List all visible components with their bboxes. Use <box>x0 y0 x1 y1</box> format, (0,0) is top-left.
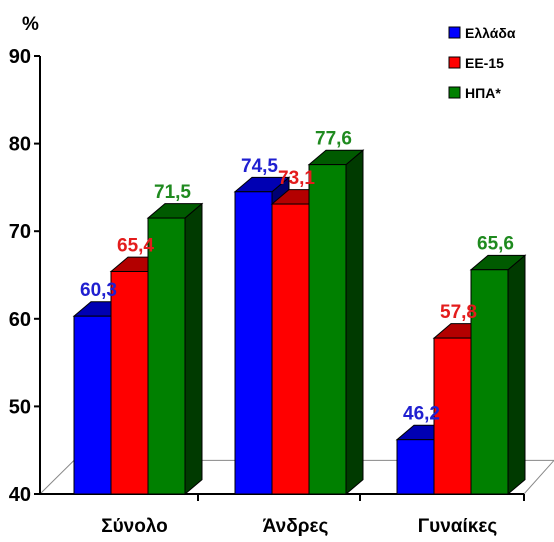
y-axis-unit-label: % <box>22 14 39 35</box>
legend-item: ΕΕ-15 <box>448 55 504 71</box>
y-tick-label: 90 <box>9 46 31 68</box>
bar-side-face <box>507 254 526 496</box>
bar-front-face <box>271 203 310 495</box>
legend-swatch <box>448 56 461 69</box>
y-tick-label: 70 <box>9 221 31 243</box>
legend-swatch <box>448 86 461 99</box>
data-label: 60,3 <box>80 280 117 301</box>
x-category-label: Γυναίκες <box>418 516 498 537</box>
data-label: 71,5 <box>154 182 191 203</box>
legend-item: ΗΠΑ* <box>448 85 501 101</box>
bar <box>307 149 365 496</box>
bar-front-face <box>470 269 509 495</box>
legend-label: ΕΕ-15 <box>465 55 504 71</box>
bar-front-face <box>147 217 186 495</box>
data-label: 65,6 <box>477 234 514 255</box>
legend-label: Ελλάδα <box>465 25 516 41</box>
bar-side-face <box>184 202 203 496</box>
data-label: 46,2 <box>403 404 440 425</box>
legend-label: ΗΠΑ* <box>465 85 501 101</box>
data-label: 65,4 <box>117 235 154 256</box>
data-label: 73,1 <box>278 168 315 189</box>
data-label: 57,8 <box>440 302 477 323</box>
y-tick-label: 40 <box>9 484 31 506</box>
y-tick-label: 60 <box>9 309 31 331</box>
bar-front-face <box>73 315 112 495</box>
legend-swatch <box>448 26 461 39</box>
bar-front-face <box>234 191 273 495</box>
bar-front-face <box>433 337 472 495</box>
y-tick-label: 80 <box>9 134 31 156</box>
x-category-label: Σύνολο <box>101 516 168 537</box>
data-label: 77,6 <box>315 129 352 150</box>
bar-front-face <box>110 270 149 495</box>
legend-item: Ελλάδα <box>448 25 516 41</box>
x-category-label: Άνδρες <box>263 516 329 537</box>
y-tick-label: 50 <box>9 396 31 418</box>
data-label: 74,5 <box>241 156 278 177</box>
bar <box>146 202 204 496</box>
bar <box>469 254 527 496</box>
bar-front-face <box>308 164 347 495</box>
bar-front-face <box>396 439 435 495</box>
bar-side-face <box>345 149 364 496</box>
